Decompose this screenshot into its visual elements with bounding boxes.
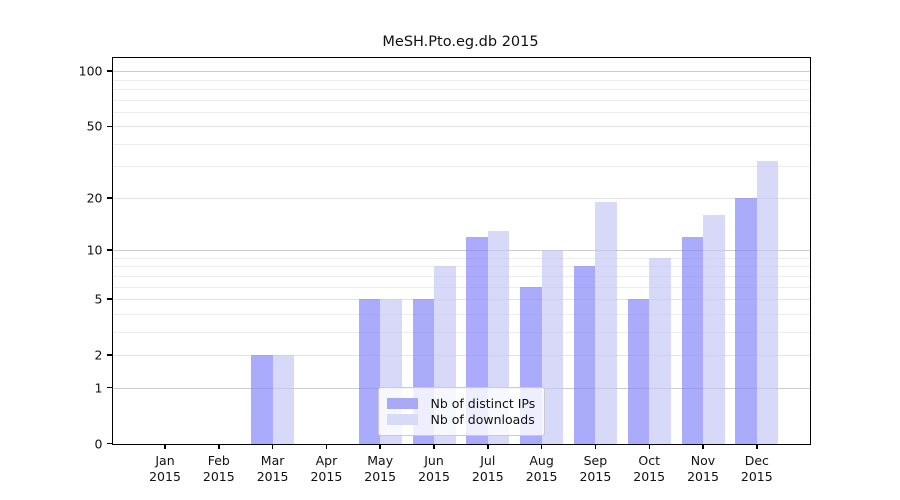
x-tick-feb <box>218 443 220 449</box>
y-tick-label-5: 5 <box>94 291 103 307</box>
gridline-70 <box>112 99 810 101</box>
gridline-30 <box>112 166 810 168</box>
x-tick-jan <box>164 443 166 449</box>
y-tick-label-50: 50 <box>86 118 103 134</box>
gridline-60 <box>112 111 810 113</box>
y-tick-1 <box>106 386 112 389</box>
gridline-90 <box>112 79 810 81</box>
x-tick-label-oct: Oct 2015 <box>633 452 666 485</box>
y-tick-label-0: 0 <box>94 436 103 451</box>
bar-downloads-sep <box>595 201 617 444</box>
bar-ips-may <box>358 298 381 444</box>
legend: Nb of distinct IPs Nb of downloads <box>377 387 545 436</box>
x-tick-label-aug: Aug 2015 <box>525 452 558 485</box>
gridline-9 <box>112 257 810 259</box>
gridline-100 <box>112 71 810 73</box>
x-tick-label-jun: Jun 2015 <box>418 452 450 485</box>
x-tick-nov <box>702 443 704 449</box>
x-tick-oct <box>648 443 650 449</box>
y-tick-label-20: 20 <box>86 190 103 206</box>
x-tick-mar <box>271 443 274 449</box>
bar-downloads-nov <box>703 214 725 444</box>
x-tick-aug <box>540 443 543 449</box>
gridline-3 <box>112 331 810 333</box>
legend-label-downloads: Nb of downloads <box>430 411 535 427</box>
bar-downloads-aug <box>541 250 564 444</box>
bar-ips-dec <box>735 197 757 444</box>
legend-item-downloads: Nb of downloads <box>386 411 536 427</box>
x-tick-label-dec: Dec 2015 <box>740 452 773 485</box>
y-tick-10 <box>106 249 112 251</box>
gridline-40 <box>112 143 810 145</box>
y-tick-label-100: 100 <box>78 63 103 79</box>
x-tick-label-feb: Feb 2015 <box>202 452 235 485</box>
bar-ips-nov <box>681 236 703 444</box>
y-tick-50 <box>106 125 112 127</box>
gridline-10 <box>112 250 810 251</box>
plot-area: Nb of distinct IPs Nb of downloads <box>111 57 811 445</box>
x-tick-dec <box>756 443 758 449</box>
chart-title: MeSH.Pto.eg.db 2015 <box>382 34 539 50</box>
gridline-80 <box>112 88 810 90</box>
x-tick-sep <box>594 443 597 449</box>
x-tick-label-nov: Nov 2015 <box>687 452 719 485</box>
x-tick-label-mar: Mar 2015 <box>256 452 289 485</box>
x-tick-may <box>379 443 381 449</box>
x-tick-label-apr: Apr 2015 <box>310 452 343 485</box>
x-tick-label-may: May 2015 <box>364 452 397 485</box>
x-tick-label-sep: Sep 2015 <box>579 452 612 485</box>
x-tick-jun <box>433 443 435 449</box>
gridline-20 <box>112 197 810 199</box>
legend-item-distinct-ips: Nb of distinct IPs <box>386 395 536 411</box>
legend-swatch-ips <box>386 397 418 409</box>
y-tick-label-2: 2 <box>94 347 103 363</box>
gridline-6 <box>112 286 810 288</box>
x-tick-label-jul: Jul 2015 <box>471 452 504 485</box>
legend-label-ips: Nb of distinct IPs <box>430 395 536 411</box>
y-tick-0 <box>106 442 112 445</box>
gridline-4 <box>112 313 810 315</box>
bar-ips-sep <box>573 266 596 444</box>
bar-downloads-dec <box>756 161 779 444</box>
y-tick-5 <box>106 298 112 300</box>
bar-ips-mar <box>251 354 273 444</box>
bar-downloads-oct <box>649 257 671 444</box>
bar-downloads-mar <box>272 354 295 444</box>
y-tick-label-1: 1 <box>94 380 103 396</box>
y-tick-2 <box>106 354 112 356</box>
gridline-50 <box>112 126 810 128</box>
bar-ips-oct <box>627 298 650 444</box>
gridline-5 <box>112 298 810 300</box>
y-tick-100 <box>106 70 112 72</box>
x-tick-jul <box>487 443 489 449</box>
y-tick-label-10: 10 <box>86 242 103 258</box>
gridline-2 <box>112 354 810 356</box>
gridline-7 <box>112 275 810 277</box>
legend-swatch-downloads <box>386 413 418 425</box>
y-tick-20 <box>106 197 112 199</box>
x-tick-label-jan: Jan 2015 <box>149 452 181 485</box>
x-tick-apr <box>325 443 328 449</box>
gridline-8 <box>112 266 810 268</box>
